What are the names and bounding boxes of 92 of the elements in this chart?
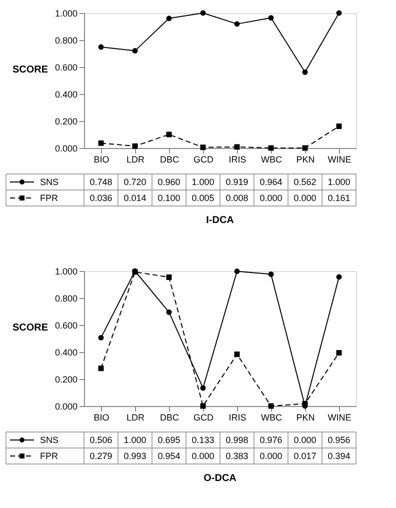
text: I-DCA xyxy=(206,215,234,226)
x-tick-label: DBC xyxy=(160,412,180,422)
data-label: 0.000 xyxy=(192,451,214,461)
data-label: 0.720 xyxy=(124,177,146,187)
point xyxy=(166,274,172,280)
data-label: 0.964 xyxy=(260,177,282,187)
data-label: 1.000 xyxy=(328,177,350,187)
y-tick-label: 0.600 xyxy=(54,320,78,330)
point xyxy=(98,334,104,340)
point xyxy=(234,144,240,150)
x-tick-label: WBC xyxy=(261,154,282,164)
data-label: 0.279 xyxy=(90,451,112,461)
point xyxy=(302,400,308,406)
data-label: 0.394 xyxy=(328,451,350,461)
x-tick-label: PKN xyxy=(296,412,315,422)
point xyxy=(132,143,138,149)
y-tick-label: 0.400 xyxy=(54,348,78,358)
data-label: 0.695 xyxy=(158,435,180,445)
data-label: 0.993 xyxy=(124,451,146,461)
point xyxy=(166,309,172,315)
point xyxy=(98,366,104,372)
point xyxy=(336,350,342,356)
data-label: 0.956 xyxy=(328,435,350,445)
data-label: 1.000 xyxy=(124,435,146,445)
point xyxy=(268,15,274,21)
point xyxy=(200,10,206,16)
point xyxy=(336,274,342,280)
legend-label: FPR xyxy=(40,193,58,203)
y-axis-title: SCORE xyxy=(12,322,48,334)
point xyxy=(268,272,274,277)
data-label: 1.000 xyxy=(192,177,214,187)
data-label: 0.000 xyxy=(260,193,282,203)
data-label: 0.000 xyxy=(260,451,282,461)
y-tick-label: 0.200 xyxy=(54,116,78,126)
data-label: 0.960 xyxy=(158,177,180,187)
x-tick-label: PKN xyxy=(296,154,315,164)
point xyxy=(98,44,104,50)
y-axis-title: SCORE xyxy=(12,64,48,76)
x-tick-label: BIO xyxy=(94,412,110,422)
data-label: 0.005 xyxy=(192,193,214,203)
legend-label: SNS xyxy=(40,435,59,445)
y-tick-label: 0.800 xyxy=(54,36,78,46)
data-label: 0.000 xyxy=(294,435,316,445)
data-label: 0.000 xyxy=(294,193,316,203)
x-tick-label: DBC xyxy=(160,154,180,164)
legend-label: SNS xyxy=(40,177,59,187)
data-label: 0.100 xyxy=(158,193,180,203)
point xyxy=(200,385,206,391)
point xyxy=(234,352,240,358)
y-tick-label: 0.800 xyxy=(54,294,78,304)
y-tick-label: 0.000 xyxy=(54,144,78,154)
x-tick-label: LDR xyxy=(126,154,145,164)
x-tick-label: LDR xyxy=(126,412,145,422)
data-label: 0.008 xyxy=(226,193,248,203)
x-tick-label: IRIS xyxy=(228,154,246,164)
x-tick-label: WINE xyxy=(328,412,352,422)
point xyxy=(336,10,342,16)
point xyxy=(302,69,308,75)
x-tick-label: GCD xyxy=(194,154,214,164)
x-tick-label: WINE xyxy=(328,154,352,164)
data-label: 0.506 xyxy=(90,435,112,445)
y-tick-label: 1.000 xyxy=(54,8,78,18)
point xyxy=(336,124,342,130)
point xyxy=(234,21,240,27)
data-label: 0.014 xyxy=(124,193,146,203)
data-label: 0.998 xyxy=(226,435,248,445)
point xyxy=(98,140,104,146)
data-label: 0.383 xyxy=(226,451,248,461)
point xyxy=(132,48,138,54)
data-label: 0.133 xyxy=(192,435,214,445)
y-tick-label: 0.400 xyxy=(54,90,78,100)
y-tick-label: 0.200 xyxy=(54,374,78,384)
data-label: 0.161 xyxy=(328,193,350,203)
data-label: 0.017 xyxy=(294,451,316,461)
data-label: 0.748 xyxy=(90,177,112,187)
data-label: 0.919 xyxy=(226,177,248,187)
point xyxy=(234,268,240,274)
x-tick-label: GCD xyxy=(194,412,214,422)
y-tick-label: 0.000 xyxy=(54,402,78,412)
y-tick-label: 0.600 xyxy=(54,62,78,72)
data-label: 0.976 xyxy=(260,435,282,445)
x-tick-label: IRIS xyxy=(228,412,246,422)
data-label: 0.562 xyxy=(294,177,316,187)
legend-label: FPR xyxy=(40,451,58,461)
data-label: 0.036 xyxy=(90,193,112,203)
point xyxy=(166,16,172,22)
point xyxy=(200,144,206,150)
x-tick-label: WBC xyxy=(261,412,282,422)
text: O-DCA xyxy=(204,473,236,484)
data-label: 0.954 xyxy=(158,451,180,461)
y-tick-label: 1.000 xyxy=(54,266,78,276)
x-tick-label: BIO xyxy=(94,154,110,164)
